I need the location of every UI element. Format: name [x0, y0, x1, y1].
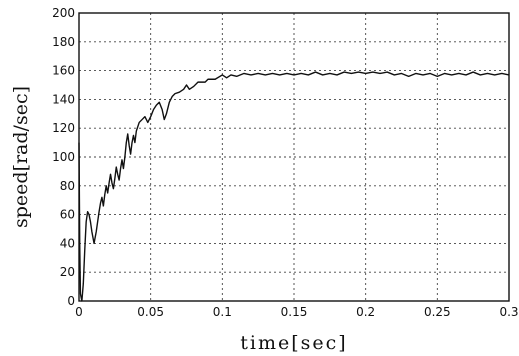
y-tick-label: 40 — [60, 236, 75, 250]
x-tick-label: 0.1 — [213, 305, 232, 319]
x-tick-labels: 0 0.05 0.1 0.15 0.2 0.25 0.3 — [75, 305, 518, 319]
y-tick-label: 120 — [52, 121, 75, 135]
y-tick-label: 160 — [52, 64, 75, 78]
y-tick-label: 60 — [60, 208, 75, 222]
series-layer — [78, 71, 510, 302]
y-tick-label: 200 — [52, 6, 75, 20]
x-tick-label: 0.3 — [499, 305, 518, 319]
y-tick-label: 0 — [67, 294, 75, 308]
x-tick-label: 0.15 — [281, 305, 308, 319]
grid-lines — [79, 13, 509, 301]
y-axis-label: speed[rad/sec] — [10, 86, 32, 228]
speed-series-line — [78, 71, 510, 302]
y-tick-label: 80 — [60, 179, 75, 193]
y-tick-label: 180 — [52, 35, 75, 49]
plot-frame — [78, 12, 510, 302]
x-tick-label: 0.2 — [356, 305, 375, 319]
x-tick-label: 0 — [75, 305, 83, 319]
y-tick-label: 20 — [60, 265, 75, 279]
x-tick-label: 0.05 — [137, 305, 164, 319]
y-tick-label: 140 — [52, 92, 75, 106]
x-axis-label: time[sec] — [240, 332, 347, 354]
x-tick-label: 0.25 — [424, 305, 451, 319]
y-tick-labels: 0 20 40 60 80 100 120 140 160 180 200 — [52, 6, 75, 308]
y-tick-label: 100 — [52, 150, 75, 164]
